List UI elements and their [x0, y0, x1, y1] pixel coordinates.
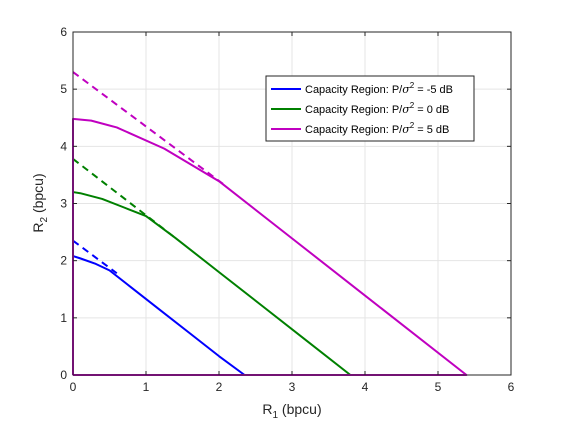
series-lines: [72, 117, 468, 376]
dashed-bound-lines: [72, 71, 227, 275]
x-tick-label: 4: [362, 380, 369, 394]
dashed-bound-line: [72, 239, 118, 275]
legend-entry: Capacity Region: P/σ2 = 5 dB: [271, 121, 449, 136]
y-axis-label: R2 (bpcu): [30, 173, 50, 232]
legend-label: Capacity Region: P/σ2 = 0 dB: [305, 101, 449, 116]
x-tick-label: 0: [70, 380, 77, 394]
x-tick-label: 6: [508, 380, 515, 394]
legend: Capacity Region: P/σ2 = -5 dB Capacity R…: [265, 75, 475, 142]
y-tick-label: 3: [60, 197, 67, 211]
y-tick-label: 2: [60, 254, 67, 268]
y-tick-label: 4: [60, 139, 67, 153]
y-tick-label: 5: [60, 82, 67, 96]
y-tick-label: 6: [60, 25, 67, 39]
legend-label: Capacity Region: P/σ2 = 5 dB: [305, 121, 449, 136]
y-tick-label: 1: [60, 311, 67, 325]
dashed-bound-line: [72, 71, 227, 188]
legend-entry: Capacity Region: P/σ2 = -5 dB: [271, 81, 453, 96]
y-axis-ticks: 0 1 2 3 4 5 6: [60, 25, 511, 382]
x-axis-ticks: 0 1 2 3 4 5 6: [70, 32, 515, 394]
series-line: [72, 191, 352, 376]
x-tick-label: 5: [435, 380, 442, 394]
dashed-bound-line: [72, 158, 176, 239]
x-tick-label: 3: [289, 380, 296, 394]
x-tick-label: 1: [143, 380, 150, 394]
x-tick-label: 2: [216, 380, 223, 394]
legend-label: Capacity Region: P/σ2 = -5 dB: [305, 81, 453, 96]
series-line: [72, 255, 246, 376]
series-line: [72, 117, 468, 376]
legend-entry: Capacity Region: P/σ2 = 0 dB: [271, 101, 449, 116]
y-tick-label: 0: [60, 368, 67, 382]
x-axis-label: R1 (bpcu): [262, 401, 321, 421]
